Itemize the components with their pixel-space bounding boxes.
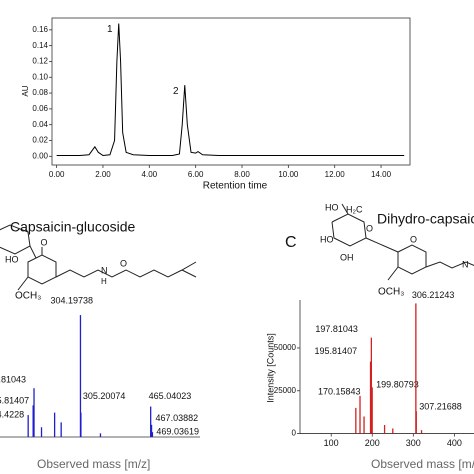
peak-annotation: 2 [173, 86, 179, 97]
y-tick-label: 0 [292, 429, 297, 438]
structure-label: HO [325, 202, 339, 212]
x-tick-label: 12.00 [325, 170, 346, 179]
structure-label: H [101, 277, 107, 286]
peak-label: 304.19738 [50, 295, 93, 305]
y-tick-label: 0.16 [32, 25, 48, 34]
structure-label: H₂C [346, 204, 363, 214]
peak-label: 195.81407 [315, 346, 358, 356]
trace [56, 23, 405, 157]
x-axis-title: Observed mass [m/z] [371, 457, 474, 471]
x-tick-label: 0.00 [49, 170, 65, 179]
structure-label: O [366, 223, 373, 233]
x-tick-label: 8.00 [234, 170, 250, 179]
y-tick-label: 0.14 [32, 41, 48, 50]
y-tick-label: 0.04 [32, 120, 48, 129]
peak-label: 467.03882 [156, 413, 199, 423]
peak-label: 305.20074 [83, 391, 126, 401]
structure-label: O [40, 237, 47, 247]
structure-left [0, 224, 197, 291]
peak-annotation: 1 [107, 24, 113, 35]
x-axis-title: Observed mass [m/z] [37, 457, 150, 471]
peak-label: 197.81043 [0, 375, 26, 385]
structure-label: N [462, 259, 469, 269]
structure-label: OCH₃ [15, 291, 41, 302]
peak-label: 469.03619 [156, 426, 199, 436]
peak-label: 307.21688 [419, 402, 462, 412]
y-tick-label: 0.06 [32, 104, 48, 113]
x-tick-label: 14.00 [371, 170, 392, 179]
peak-label: 306.21243 [412, 290, 455, 300]
x-tick-label: 4.00 [142, 170, 158, 179]
x-tick-label: 10.00 [278, 170, 299, 179]
x-tick-label: 300 [406, 438, 421, 448]
y-axis-title: Intensity [Counts] [265, 333, 275, 403]
plot-frame [51, 17, 411, 166]
structure-label: OCH₃ [378, 287, 404, 298]
y-tick-label: 0.08 [32, 88, 48, 97]
x-axis-title: Retention time [203, 181, 268, 192]
y-tick-label: 0.00 [32, 151, 48, 160]
x-tick-label: 2.00 [95, 170, 111, 179]
x-tick-label: 200 [365, 438, 380, 448]
x-tick-label: 6.00 [188, 170, 204, 179]
spectrum-title: Dihydro-capsaicin-glucoside [377, 211, 474, 227]
peak-label: 184.4228 [0, 409, 24, 419]
y-tick-label: 25000 [274, 386, 297, 395]
structure-right [331, 203, 474, 281]
spectrum-title: Capsaicin-glucoside [10, 219, 136, 235]
peak-label: 197.81043 [315, 324, 358, 334]
structure-label: HO [320, 234, 334, 244]
peak-label: 170.15843 [318, 386, 361, 396]
peak-label: 199.80793 [376, 380, 419, 390]
x-tick-label: 100 [324, 438, 339, 448]
peak-label: 465.04023 [149, 391, 192, 401]
x-tick-label: 400 [447, 438, 462, 448]
structure-label: OH [340, 252, 354, 262]
y-axis-title: AU [21, 85, 30, 96]
y-tick-label: 0.02 [32, 136, 48, 145]
y-tick-label: 0.10 [32, 72, 48, 81]
y-tick-label: 50000 [274, 343, 297, 352]
y-tick-label: 0.12 [32, 57, 48, 66]
panel-label: C [285, 234, 297, 251]
structure-label: O [120, 258, 127, 268]
structure-label: N [101, 265, 108, 275]
structure-label: O [410, 234, 417, 244]
structure-label: HO [5, 254, 19, 264]
peak-label: 195.81407 [0, 396, 29, 406]
